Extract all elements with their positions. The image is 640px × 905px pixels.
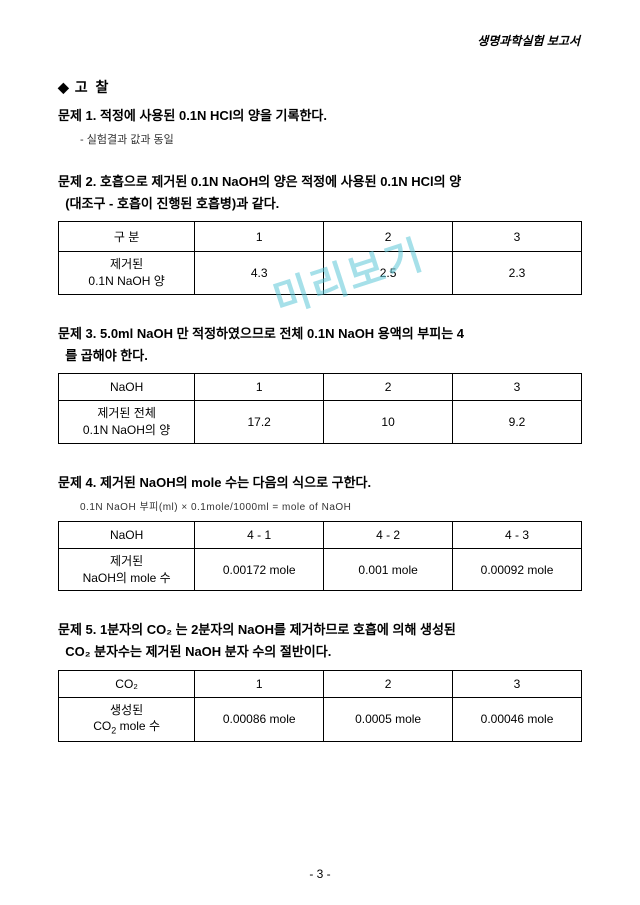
table-row: 제거된 전체0.1N NaOH의 양 17.2 10 9.2 [59, 401, 582, 444]
table-cell: 4.3 [195, 252, 324, 295]
table-row: NaOH 4 - 1 4 - 2 4 - 3 [59, 521, 582, 548]
page-number: - 3 - [0, 867, 640, 881]
table-cell: 2.3 [453, 252, 582, 295]
table-col-header: 2 [324, 222, 453, 252]
table-5: CO₂ 1 2 3 생성된CO2 mole 수 0.00086 mole 0.0… [58, 670, 582, 743]
problem-3-line1: 문제 3. 5.0ml NaOH 만 적정하였으므로 전체 0.1N NaOH … [58, 326, 464, 341]
problem-5-line1: 문제 5. 1분자의 CO₂ 는 2분자의 NaOH를 제거하므로 호흡에 의해… [58, 622, 456, 637]
table-col-header: 4 - 2 [324, 521, 453, 548]
table-row-header: 제거된NaOH의 mole 수 [59, 548, 195, 591]
problem-3-line2: 를 곱해야 한다. [65, 348, 148, 363]
table-col-header: 4 - 1 [195, 521, 324, 548]
table-cell: 17.2 [195, 401, 324, 444]
table-header-cell: CO₂ [59, 670, 195, 697]
table-col-header: 1 [195, 222, 324, 252]
table-cell: 0.00172 mole [195, 548, 324, 591]
table-header-cell: NaOH [59, 521, 195, 548]
problem-4-formula: 0.1N NaOH 부피(ml) × 0.1mole/1000ml = mole… [80, 498, 582, 513]
table-row: CO₂ 1 2 3 [59, 670, 582, 697]
table-row-header: 제거된 전체0.1N NaOH의 양 [59, 401, 195, 444]
problem-2-line2: (대조구 - 호흡이 진행된 호흡병)과 같다. [65, 196, 279, 211]
problem-5-title: 문제 5. 1분자의 CO₂ 는 2분자의 NaOH를 제거하므로 호흡에 의해… [58, 619, 582, 663]
report-header: 생명과학실험 보고서 [58, 32, 582, 49]
table-row: 생성된CO2 mole 수 0.00086 mole 0.0005 mole 0… [59, 697, 582, 742]
problem-5-line2: CO₂ 분자수는 제거된 NaOH 분자 수의 절반이다. [65, 644, 331, 659]
table-cell: 0.001 mole [324, 548, 453, 591]
table-col-header: 3 [453, 374, 582, 401]
table-cell: 0.00046 mole [453, 697, 582, 742]
table-col-header: 1 [195, 670, 324, 697]
table-col-header: 1 [195, 374, 324, 401]
table-2: 구 분 1 2 3 제거된0.1N NaOH 양 4.3 2.5 2.3 [58, 221, 582, 295]
problem-3-title: 문제 3. 5.0ml NaOH 만 적정하였으므로 전체 0.1N NaOH … [58, 323, 582, 367]
table-cell: 0.00086 mole [195, 697, 324, 742]
problem-1-title: 문제 1. 적정에 사용된 0.1N HCl의 양을 기록한다. [58, 105, 582, 127]
section-title-text: 고 찰 [75, 79, 111, 95]
table-cell: 0.00092 mole [453, 548, 582, 591]
table-row-header: 생성된CO2 mole 수 [59, 697, 195, 742]
section-title: ◆고 찰 [58, 77, 582, 97]
table-row: 구 분 1 2 3 [59, 222, 582, 252]
problem-2-line1: 문제 2. 호흡으로 제거된 0.1N NaOH의 양은 적정에 사용된 0.1… [58, 174, 461, 189]
table-cell: 2.5 [324, 252, 453, 295]
table-header-cell: 구 분 [59, 222, 195, 252]
table-row: NaOH 1 2 3 [59, 374, 582, 401]
table-col-header: 2 [324, 670, 453, 697]
page-container: 생명과학실험 보고서 미리보기 ◆고 찰 문제 1. 적정에 사용된 0.1N … [0, 0, 640, 790]
table-cell: 0.0005 mole [324, 697, 453, 742]
table-cell: 9.2 [453, 401, 582, 444]
table-3: NaOH 1 2 3 제거된 전체0.1N NaOH의 양 17.2 10 9.… [58, 373, 582, 444]
table-col-header: 3 [453, 670, 582, 697]
problem-2-title: 문제 2. 호흡으로 제거된 0.1N NaOH의 양은 적정에 사용된 0.1… [58, 171, 582, 215]
problem-4-title: 문제 4. 제거된 NaOH의 mole 수는 다음의 식으로 구한다. [58, 472, 582, 494]
table-row: 제거된NaOH의 mole 수 0.00172 mole 0.001 mole … [59, 548, 582, 591]
table-row: 제거된0.1N NaOH 양 4.3 2.5 2.3 [59, 252, 582, 295]
table-col-header: 3 [453, 222, 582, 252]
table-col-header: 4 - 3 [453, 521, 582, 548]
problem-1-note: - 실험결과 값과 동일 [80, 131, 582, 147]
table-header-cell: NaOH [59, 374, 195, 401]
table-cell: 10 [324, 401, 453, 444]
diamond-icon: ◆ [58, 79, 71, 96]
table-col-header: 2 [324, 374, 453, 401]
table-4: NaOH 4 - 1 4 - 2 4 - 3 제거된NaOH의 mole 수 0… [58, 521, 582, 592]
table-row-header: 제거된0.1N NaOH 양 [59, 252, 195, 295]
